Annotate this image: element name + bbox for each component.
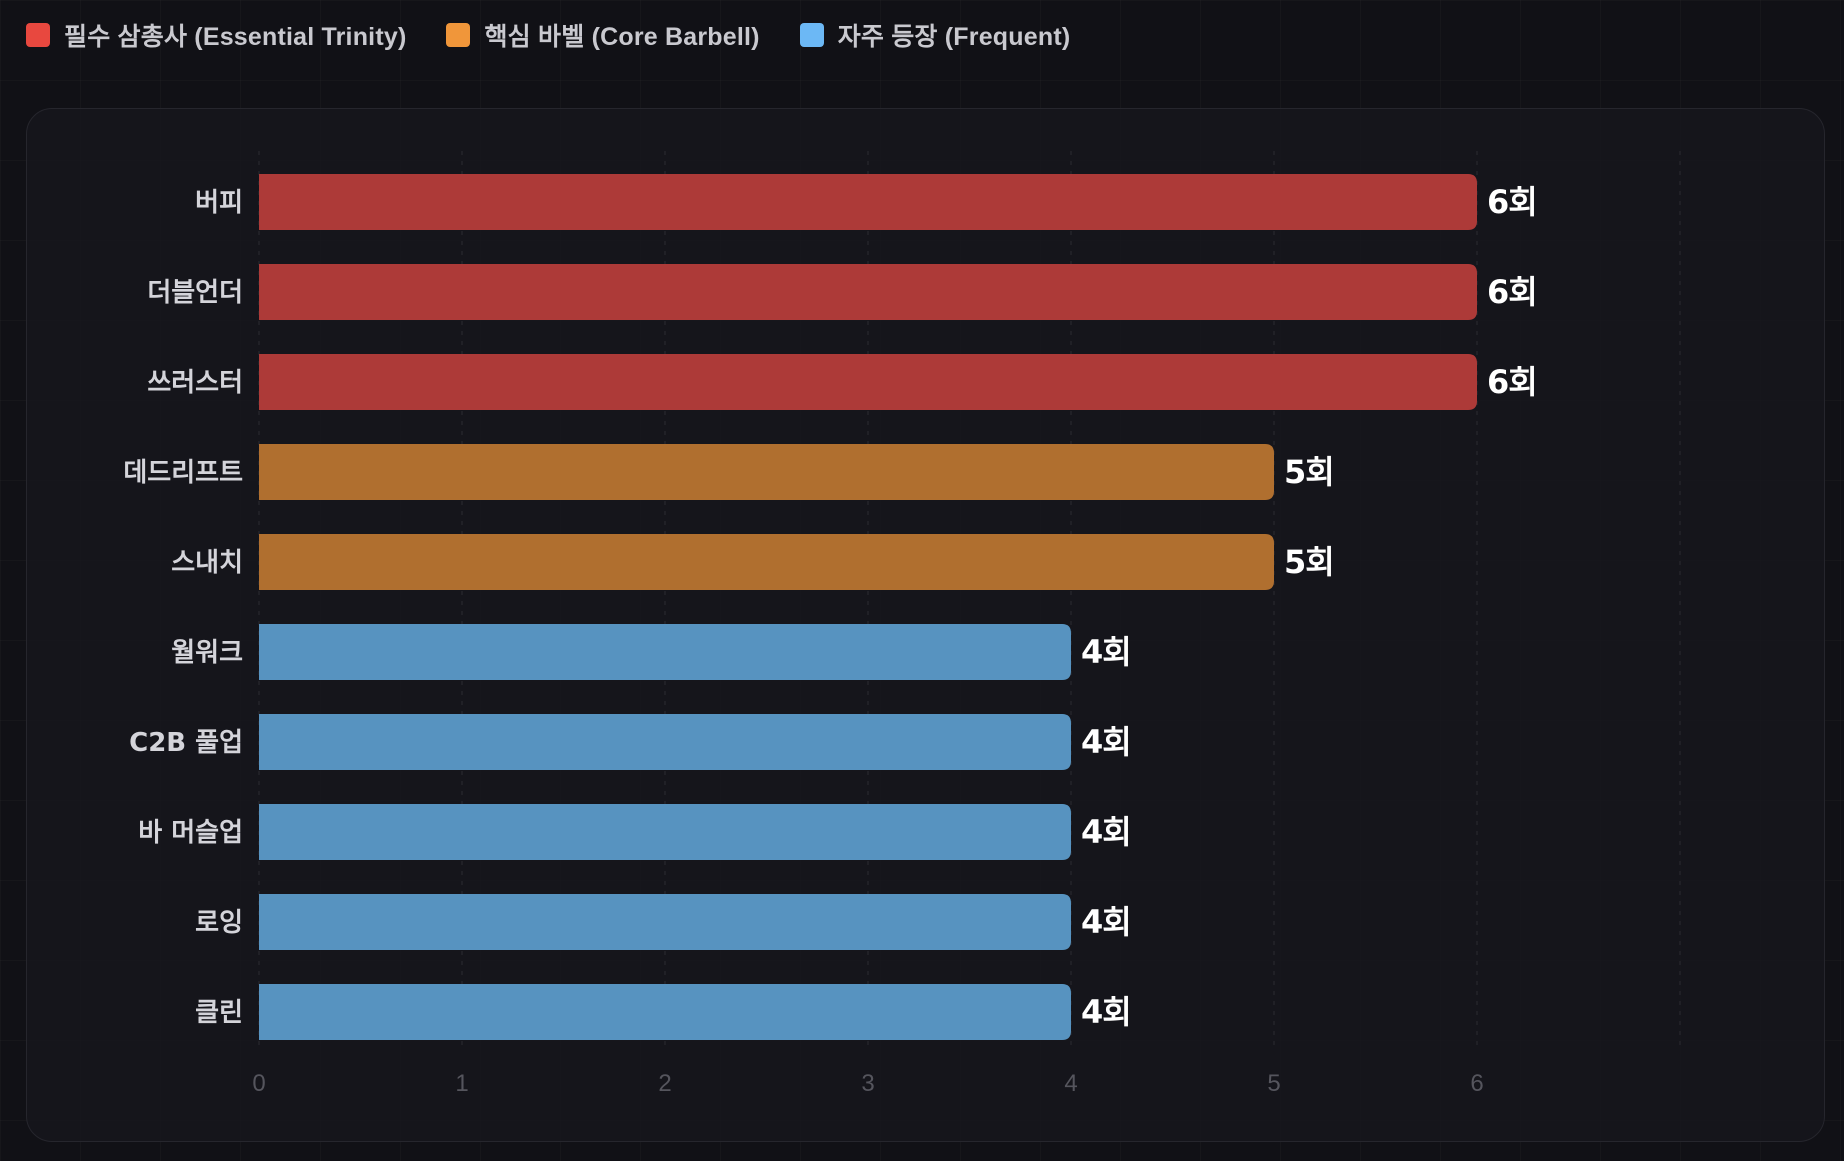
category-label-0: 버피 xyxy=(195,188,243,218)
legend-swatch-core-barbell xyxy=(446,23,470,47)
x-tick-label-1: 1 xyxy=(455,1070,468,1097)
x-tick-label-0: 0 xyxy=(252,1070,265,1097)
value-label-9: 4회 xyxy=(1081,993,1131,1031)
legend-swatch-frequent xyxy=(800,23,824,47)
value-label-1: 6회 xyxy=(1487,273,1537,311)
legend-item-essential[interactable]: 필수 삼총사 (Essential Trinity) xyxy=(26,17,406,53)
bar-3[interactable] xyxy=(259,444,1274,500)
legend-swatch-essential xyxy=(26,23,50,47)
value-label-2: 6회 xyxy=(1487,363,1537,401)
legend-item-core-barbell[interactable]: 핵심 바벨 (Core Barbell) xyxy=(446,17,759,53)
value-label-8: 4회 xyxy=(1081,903,1131,941)
x-tick-label-2: 2 xyxy=(658,1070,671,1097)
chart-legend: 필수 삼총사 (Essential Trinity) 핵심 바벨 (Core B… xyxy=(26,14,1070,56)
legend-label-core-barbell: 핵심 바벨 (Core Barbell) xyxy=(484,17,759,53)
bar-7[interactable] xyxy=(259,804,1071,860)
value-label-6: 4회 xyxy=(1081,723,1131,761)
bar-1[interactable] xyxy=(259,264,1477,320)
category-label-5: 월워크 xyxy=(171,638,243,668)
category-label-2: 쓰러스터 xyxy=(147,368,243,398)
bar-9[interactable] xyxy=(259,984,1071,1040)
legend-label-frequent: 자주 등장 (Frequent) xyxy=(838,17,1071,53)
bar-0[interactable] xyxy=(259,174,1477,230)
x-tick-label-6: 6 xyxy=(1470,1070,1483,1097)
value-label-5: 4회 xyxy=(1081,633,1131,671)
category-label-6: C2B 풀업 xyxy=(129,728,243,758)
x-tick-label-5: 5 xyxy=(1267,1070,1280,1097)
chart-panel: 버피 6회 더블언더 6회 쓰러스터 6회 데드리프트 5회 스내치 5회 월워크 4회 C2B 풀업 4… xyxy=(26,108,1825,1142)
value-label-3: 5회 xyxy=(1284,453,1334,491)
x-tick-label-3: 3 xyxy=(861,1070,874,1097)
value-label-4: 5회 xyxy=(1284,543,1334,581)
bar-8[interactable] xyxy=(259,894,1071,950)
legend-item-frequent[interactable]: 자주 등장 (Frequent) xyxy=(800,17,1071,53)
category-label-1: 더블언더 xyxy=(147,278,243,308)
category-label-3: 데드리프트 xyxy=(123,458,243,488)
category-label-9: 클린 xyxy=(195,998,243,1028)
category-label-7: 바 머슬업 xyxy=(138,818,243,848)
bar-5[interactable] xyxy=(259,624,1071,680)
bar-2[interactable] xyxy=(259,354,1477,410)
x-tick-label-4: 4 xyxy=(1064,1070,1077,1097)
value-label-7: 4회 xyxy=(1081,813,1131,851)
category-label-8: 로잉 xyxy=(195,908,243,938)
bar-4[interactable] xyxy=(259,534,1274,590)
legend-label-essential: 필수 삼총사 (Essential Trinity) xyxy=(64,17,406,53)
category-label-4: 스내치 xyxy=(171,548,243,578)
bar-6[interactable] xyxy=(259,714,1071,770)
value-label-0: 6회 xyxy=(1487,183,1537,221)
